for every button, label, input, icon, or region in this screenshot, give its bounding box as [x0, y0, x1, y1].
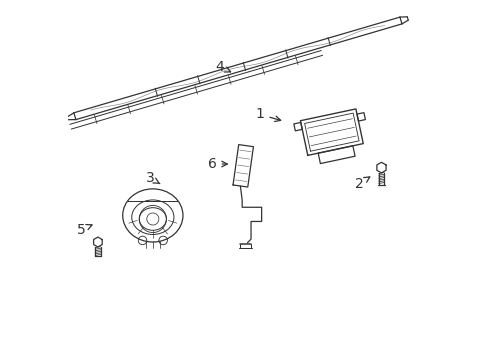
Text: 5: 5	[77, 222, 92, 237]
Text: 4: 4	[215, 59, 231, 73]
Text: 6: 6	[208, 157, 227, 171]
Text: 2: 2	[355, 176, 370, 190]
Text: 1: 1	[256, 107, 281, 121]
Text: 3: 3	[146, 171, 160, 185]
